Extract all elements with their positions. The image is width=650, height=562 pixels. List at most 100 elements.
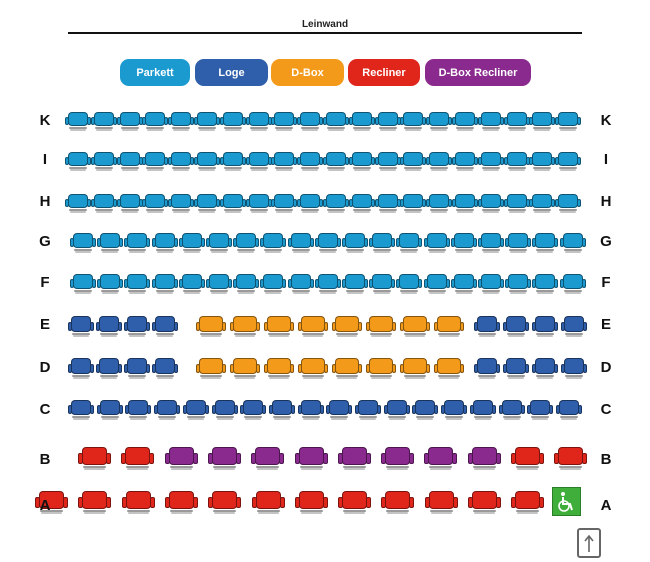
seat-g-6[interactable] <box>206 233 232 254</box>
seat-i-13[interactable] <box>374 152 401 172</box>
seat-i-3[interactable] <box>116 152 143 172</box>
seat-c-7[interactable] <box>240 400 267 421</box>
seat-k-16[interactable] <box>452 112 478 132</box>
seat-b-9[interactable] <box>424 447 458 471</box>
seat-i-1[interactable] <box>65 152 91 172</box>
seat-k-2[interactable] <box>90 112 117 132</box>
seat-g-5[interactable] <box>178 233 205 254</box>
seat-c-12[interactable] <box>383 400 410 421</box>
seat-h-15[interactable] <box>426 194 453 214</box>
seat-k-5[interactable] <box>168 112 195 132</box>
seat-a-8[interactable] <box>338 491 372 515</box>
wheelchair-seat[interactable] <box>552 487 581 516</box>
seat-k-3[interactable] <box>116 112 143 132</box>
seat-g-8[interactable] <box>260 233 287 254</box>
seat-a-9[interactable] <box>381 491 415 515</box>
seat-f-8[interactable] <box>260 274 287 295</box>
seat-e-6[interactable] <box>230 316 260 338</box>
seat-f-5[interactable] <box>178 274 205 295</box>
seat-i-12[interactable] <box>348 152 375 172</box>
seat-i-10[interactable] <box>297 152 324 172</box>
seat-d-6[interactable] <box>230 358 260 380</box>
seat-k-11[interactable] <box>323 112 349 132</box>
seat-d-12[interactable] <box>434 358 464 380</box>
seat-h-13[interactable] <box>374 194 401 214</box>
seat-i-2[interactable] <box>90 152 117 172</box>
upload-icon[interactable] <box>577 528 601 558</box>
seat-d-2[interactable] <box>96 358 122 380</box>
seat-e-12[interactable] <box>434 316 464 338</box>
seat-f-18[interactable] <box>532 274 559 295</box>
seat-d-1[interactable] <box>68 358 94 380</box>
seat-h-9[interactable] <box>271 194 298 214</box>
seat-f-4[interactable] <box>151 274 178 295</box>
seat-c-3[interactable] <box>125 400 152 421</box>
seat-a-3[interactable] <box>121 491 155 515</box>
seat-k-15[interactable] <box>426 112 453 132</box>
seat-h-12[interactable] <box>348 194 375 214</box>
seat-g-9[interactable] <box>287 233 314 254</box>
seat-h-6[interactable] <box>194 194 220 214</box>
seat-k-6[interactable] <box>194 112 220 132</box>
seat-e-16[interactable] <box>561 316 587 338</box>
seat-e-13[interactable] <box>474 316 500 338</box>
seat-h-17[interactable] <box>477 194 504 214</box>
seat-e-3[interactable] <box>124 316 150 338</box>
legend-loge[interactable]: Loge <box>195 59 268 86</box>
seat-c-15[interactable] <box>469 400 496 421</box>
seat-h-7[interactable] <box>219 194 246 214</box>
seat-h-4[interactable] <box>142 194 169 214</box>
seat-i-7[interactable] <box>219 152 246 172</box>
seat-c-2[interactable] <box>96 400 123 421</box>
seat-h-10[interactable] <box>297 194 324 214</box>
seat-g-19[interactable] <box>559 233 586 254</box>
seat-f-6[interactable] <box>206 274 232 295</box>
seat-k-9[interactable] <box>271 112 298 132</box>
seat-g-16[interactable] <box>478 233 504 254</box>
seat-k-1[interactable] <box>65 112 91 132</box>
seat-k-19[interactable] <box>529 112 556 132</box>
seat-g-2[interactable] <box>97 233 124 254</box>
seat-k-18[interactable] <box>503 112 530 132</box>
seat-a-1[interactable] <box>35 491 68 515</box>
seat-a-2[interactable] <box>78 491 112 515</box>
seat-e-5[interactable] <box>196 316 226 338</box>
seat-f-1[interactable] <box>70 274 96 295</box>
legend-recliner[interactable]: Recliner <box>348 59 420 86</box>
seat-f-2[interactable] <box>97 274 124 295</box>
seat-c-5[interactable] <box>182 400 209 421</box>
seat-h-1[interactable] <box>65 194 91 214</box>
seat-k-20[interactable] <box>555 112 582 132</box>
seat-c-10[interactable] <box>326 400 353 421</box>
seat-d-14[interactable] <box>503 358 529 380</box>
seat-f-16[interactable] <box>478 274 504 295</box>
seat-i-9[interactable] <box>271 152 298 172</box>
seat-b-12[interactable] <box>554 447 588 471</box>
seat-f-9[interactable] <box>287 274 314 295</box>
seat-c-13[interactable] <box>412 400 439 421</box>
seat-i-16[interactable] <box>452 152 478 172</box>
seat-k-12[interactable] <box>348 112 375 132</box>
seat-f-13[interactable] <box>396 274 423 295</box>
seat-g-12[interactable] <box>369 233 396 254</box>
seat-a-10[interactable] <box>424 491 458 515</box>
seat-f-14[interactable] <box>423 274 450 295</box>
seat-g-18[interactable] <box>532 233 559 254</box>
seat-i-6[interactable] <box>194 152 220 172</box>
seat-i-20[interactable] <box>555 152 582 172</box>
seat-a-12[interactable] <box>511 491 545 515</box>
seat-e-14[interactable] <box>503 316 529 338</box>
seat-c-18[interactable] <box>555 400 582 421</box>
seat-e-15[interactable] <box>532 316 558 338</box>
seat-k-14[interactable] <box>400 112 427 132</box>
seat-g-11[interactable] <box>342 233 368 254</box>
seat-f-15[interactable] <box>450 274 477 295</box>
seat-h-18[interactable] <box>503 194 530 214</box>
seat-h-16[interactable] <box>452 194 478 214</box>
seat-h-11[interactable] <box>323 194 349 214</box>
seat-f-10[interactable] <box>314 274 341 295</box>
seat-h-2[interactable] <box>90 194 117 214</box>
seat-k-10[interactable] <box>297 112 324 132</box>
seat-b-11[interactable] <box>511 447 544 471</box>
seat-e-10[interactable] <box>366 316 396 338</box>
